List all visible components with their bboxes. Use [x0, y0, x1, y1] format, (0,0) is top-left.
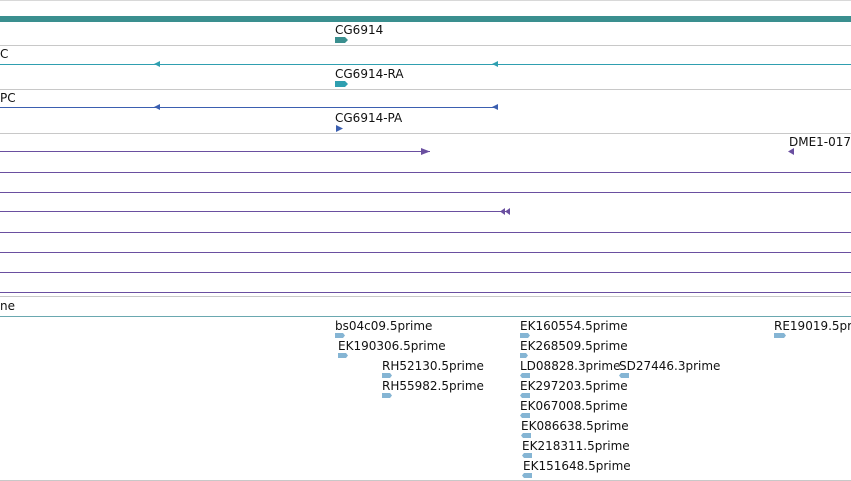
transcript-feature[interactable]: [335, 81, 349, 87]
read-feature[interactable]: [382, 373, 394, 378]
read-label[interactable]: EK190306.5prime: [338, 339, 446, 353]
protein-left-label: PC: [0, 91, 16, 105]
read-feature[interactable]: [338, 353, 350, 358]
alignment-line-1[interactable]: [0, 151, 430, 152]
protein-feature[interactable]: [336, 125, 346, 132]
read-feature[interactable]: [774, 333, 788, 338]
read-feature[interactable]: [335, 333, 347, 338]
read-label[interactable]: EK297203.5prime: [520, 379, 628, 393]
read-label[interactable]: RH52130.5prime: [382, 359, 484, 373]
read-label[interactable]: EK218311.5prime: [522, 439, 630, 453]
gene-feature[interactable]: [335, 37, 349, 43]
read-label[interactable]: EK067008.5prime: [520, 399, 628, 413]
reads-track-top-line: [0, 316, 851, 317]
read-label[interactable]: RH55982.5prime: [382, 379, 484, 393]
read-label[interactable]: EK086638.5prime: [521, 419, 629, 433]
read-feature[interactable]: [520, 373, 532, 378]
alignment-arrow-left-icon: [788, 148, 794, 155]
read-feature[interactable]: [522, 473, 534, 478]
transcript-label[interactable]: CG6914-RA: [335, 67, 404, 81]
read-label[interactable]: SD27446.3prime: [619, 359, 721, 373]
read-feature[interactable]: [522, 453, 534, 458]
read-label[interactable]: EK160554.5prime: [520, 319, 628, 333]
protein-arrow-left-icon: [154, 104, 160, 110]
alignment-line-5[interactable]: [0, 232, 851, 233]
alignment-double-arrow-left-icon: [500, 208, 510, 215]
alignment-arrow-right-icon: [421, 148, 430, 155]
read-feature[interactable]: [520, 353, 532, 358]
top-divider: [0, 0, 851, 1]
protein-arrow-left-icon: [492, 104, 498, 110]
protein-label[interactable]: CG6914-PA: [335, 111, 403, 125]
read-label[interactable]: bs04c09.5prime: [335, 319, 433, 333]
read-feature[interactable]: [520, 393, 532, 398]
transcript-left-label: C: [0, 47, 9, 61]
read-feature[interactable]: [520, 413, 532, 418]
reads-left-label: ne: [0, 299, 15, 313]
read-label[interactable]: RE19019.5prime: [774, 319, 851, 333]
alignment-line-7[interactable]: [0, 272, 851, 273]
read-feature[interactable]: [619, 373, 631, 378]
read-label[interactable]: LD08828.3prime: [520, 359, 621, 373]
read-feature[interactable]: [520, 333, 532, 338]
protein-line[interactable]: [0, 107, 498, 108]
alignment-line-2[interactable]: [0, 172, 851, 173]
alignment-line-4[interactable]: [0, 211, 510, 212]
read-label[interactable]: EK151648.5prime: [523, 459, 631, 473]
protein-track-divider: [0, 133, 851, 134]
read-feature[interactable]: [521, 433, 533, 438]
alignment-track-divider: [0, 296, 851, 297]
alignment-line-3[interactable]: [0, 192, 851, 193]
transcript-arrow-left-icon: [492, 61, 498, 67]
top-gene-bar: [0, 16, 851, 22]
gene-track-divider: [0, 45, 851, 46]
transcript-arrow-left-icon: [154, 61, 160, 67]
read-feature[interactable]: [382, 393, 394, 398]
gene-label[interactable]: CG6914: [335, 23, 384, 37]
transcript-line[interactable]: [0, 64, 851, 65]
read-label[interactable]: EK268509.5prime: [520, 339, 628, 353]
alignment-right-label[interactable]: DME1-017: [789, 135, 851, 149]
alignment-line-6[interactable]: [0, 252, 851, 253]
transcript-track-divider: [0, 89, 851, 90]
alignment-line-8[interactable]: [0, 292, 851, 293]
